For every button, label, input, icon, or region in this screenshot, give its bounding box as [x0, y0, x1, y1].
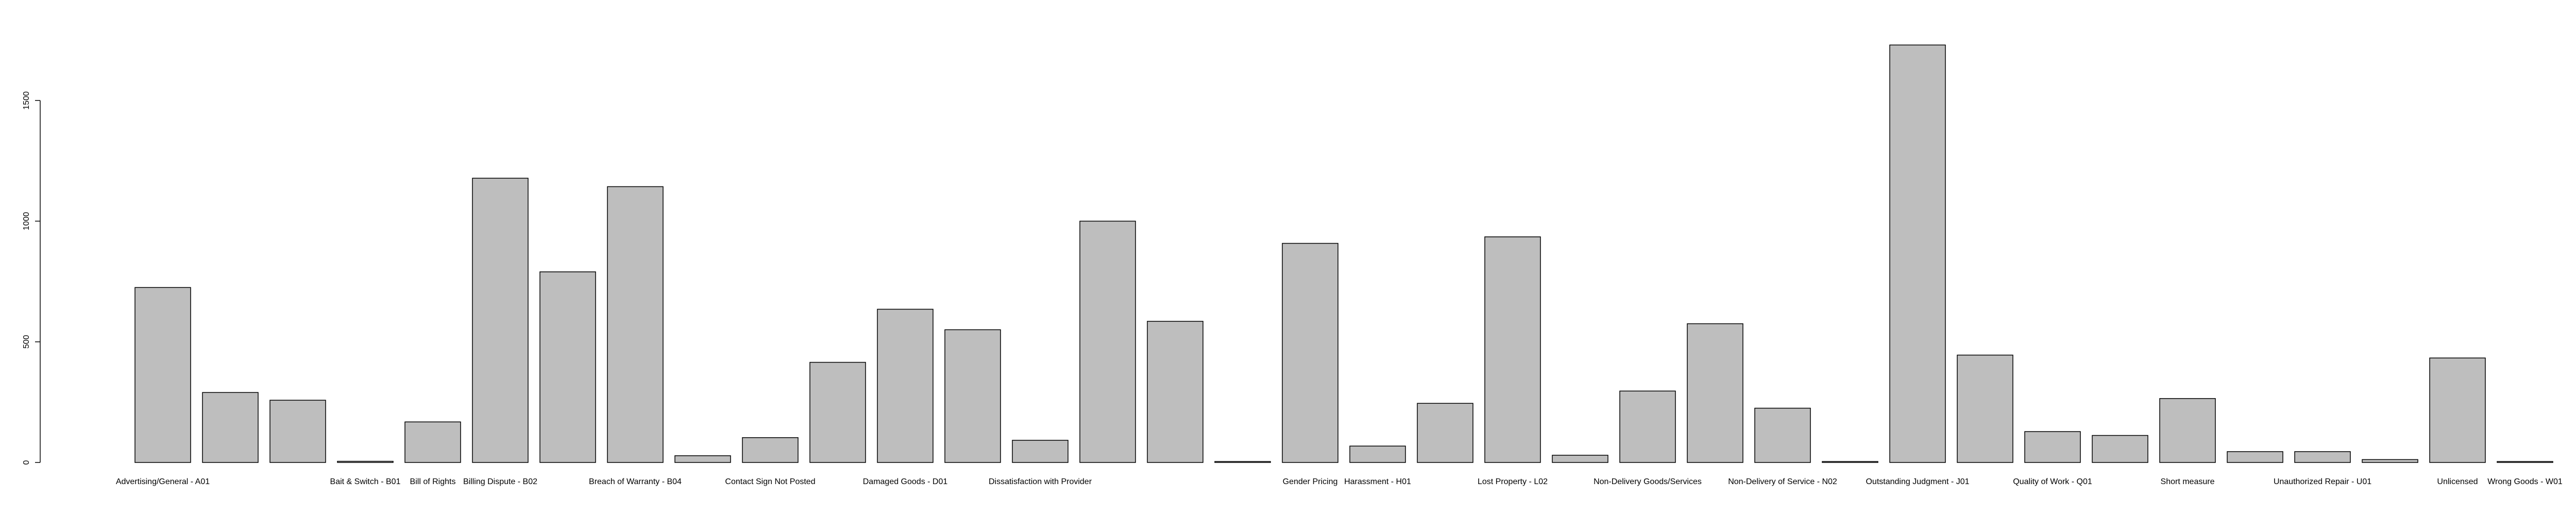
bars — [134, 44, 2553, 463]
bar — [1822, 461, 1878, 463]
x-category-label: Outstanding Judgment - J01 — [1866, 477, 1969, 486]
bar — [742, 437, 799, 463]
bar — [2092, 435, 2148, 463]
y-tick-label: 0 — [22, 460, 31, 465]
x-category-label: Unauthorized Repair - U01 — [2274, 477, 2371, 486]
x-category-label: Wrong Goods - W01 — [2487, 477, 2563, 486]
x-category-label: Gender Pricing — [1283, 477, 1338, 486]
bar — [607, 186, 664, 463]
bar — [1417, 403, 1473, 463]
bar — [2497, 461, 2553, 463]
bar — [809, 362, 866, 463]
bar — [1079, 220, 1136, 463]
bar — [1147, 321, 1204, 463]
bar — [2294, 451, 2351, 463]
bar — [134, 287, 191, 463]
x-category-label: Harassment - H01 — [1344, 477, 1411, 486]
bar — [1619, 390, 1676, 463]
x-category-label: Advertising/General - A01 — [116, 477, 210, 486]
bar — [539, 271, 596, 463]
y-axis: 0 500 1000 1500 — [22, 91, 41, 465]
x-category-label: Lost Property - L02 — [1478, 477, 1548, 486]
x-category-label: Billing Dispute - B02 — [463, 477, 537, 486]
bar — [1754, 407, 1811, 463]
bar — [944, 329, 1001, 463]
y-tick-label: 1000 — [22, 212, 31, 231]
bar — [1282, 243, 1338, 463]
x-category-label: Unlicensed — [2437, 477, 2478, 486]
x-category-label: Non-Delivery of Service - N02 — [1728, 477, 1837, 486]
x-category-label: Bait & Switch - B01 — [330, 477, 401, 486]
bar — [877, 308, 934, 463]
y-tick-label: 1500 — [22, 91, 31, 110]
bar — [1957, 354, 2013, 463]
bar — [1552, 455, 1608, 463]
x-category-label: Quality of Work - Q01 — [2013, 477, 2092, 486]
bar — [2227, 451, 2283, 463]
bar — [202, 392, 259, 463]
y-tick-label: 500 — [22, 335, 31, 349]
bar — [1484, 236, 1541, 463]
bar — [674, 455, 731, 463]
bar — [2159, 398, 2216, 463]
x-category-label: Contact Sign Not Posted — [725, 477, 815, 486]
x-axis-labels: Advertising/General - A01 Bait & Switch -… — [116, 477, 2563, 486]
x-category-label: Breach of Warranty - B04 — [589, 477, 682, 486]
bar — [1349, 445, 1406, 463]
x-category-label: Dissatisfaction with Provider — [989, 477, 1092, 486]
bar — [2362, 459, 2418, 463]
bar — [472, 178, 529, 463]
bar — [337, 460, 394, 463]
x-category-label: Bill of Rights — [410, 477, 456, 486]
x-category-label: Damaged Goods - D01 — [863, 477, 948, 486]
bar — [1012, 440, 1069, 463]
x-category-label: Non-Delivery Goods/Services — [1594, 477, 1702, 486]
bar — [404, 421, 461, 463]
bar — [1889, 44, 1946, 463]
bar — [1687, 323, 1743, 463]
x-category-label: Short measure — [2161, 477, 2215, 486]
bar — [1214, 461, 1271, 463]
bar — [269, 400, 326, 463]
bar — [2429, 357, 2486, 463]
bar — [2024, 431, 2081, 463]
